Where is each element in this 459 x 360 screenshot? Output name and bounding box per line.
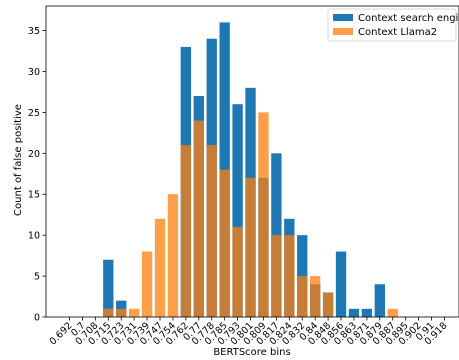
y-tick-label-20: 20 (28, 149, 40, 160)
legend-label-2: Context Llama2 (358, 27, 437, 38)
y-tick-label-35: 35 (28, 26, 40, 37)
bar-series-2-0.817 (271, 235, 282, 317)
bar-series-2-0.715 (103, 308, 114, 317)
legend-box (327, 8, 457, 42)
bar-series-2-0.887 (387, 308, 398, 317)
y-tick-label-30: 30 (28, 67, 40, 78)
bar-series-2-0.793 (232, 226, 243, 317)
bar-series-2-0.754 (167, 194, 179, 317)
bar-series-2-0.824 (284, 235, 295, 317)
x-axis-label: BERTScore bins (213, 347, 290, 358)
bar-series-2-0.747 (154, 218, 166, 317)
y-tick-label-25: 25 (28, 108, 40, 119)
bar-series-2-0.731 (128, 308, 140, 317)
bar-series-2-0.778 (206, 145, 217, 317)
bar-series-2-0.809 (258, 112, 269, 317)
bar-series-1-0.871 (361, 308, 373, 317)
plot-frame (45, 5, 459, 318)
bar-series-2-0.785 (219, 169, 230, 317)
bar-series-1-0.723 (116, 300, 127, 317)
bar-series-1-0.879 (374, 284, 385, 317)
y-tick-label-5: 5 (34, 272, 40, 283)
bars-layer (103, 22, 398, 318)
bar-series-1-0.715 (103, 259, 114, 317)
bar-series-1-0.863 (348, 308, 360, 317)
bar-series-2-0.739 (141, 251, 153, 317)
bar-series-2-0.84 (310, 276, 321, 317)
bar-series-1-0.856 (335, 251, 347, 317)
legend-swatch-2 (333, 28, 353, 35)
bar-series-2-0.77 (193, 120, 204, 317)
legend-swatch-1 (333, 14, 353, 21)
bar-series-2-0.801 (245, 177, 256, 317)
bar-series-2-0.762 (180, 145, 192, 317)
axes-layer: 051015202530350.6920.70.7080.7150.7230.7… (28, 5, 459, 347)
y-tick-label-0: 0 (34, 313, 40, 324)
y-axis-label: Count of false positive (13, 104, 24, 216)
legend-label-1: Context search engine (358, 13, 459, 24)
bar-series-2-0.723 (116, 308, 127, 317)
bar-series-1-0.793 (232, 104, 243, 318)
bar-series-2-0.848 (322, 292, 334, 317)
y-tick-label-15: 15 (28, 190, 40, 201)
bar-series-2-0.832 (297, 276, 308, 317)
y-tick-label-10: 10 (28, 231, 40, 242)
legend: Context search engine Context Llama2 (327, 8, 459, 42)
